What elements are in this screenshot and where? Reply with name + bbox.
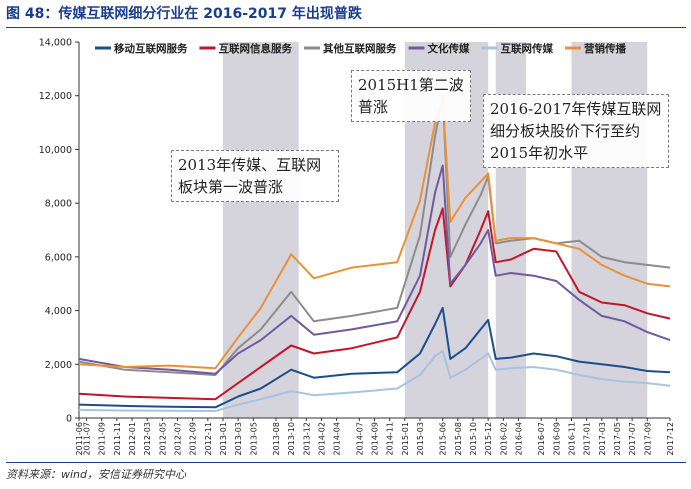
legend-label: 营销传播: [584, 42, 626, 55]
shaded-period-1: [222, 42, 299, 418]
line-chart: 移动互联网服务 互联网信息服务 其他互联网服务 文化传媒 互联网传媒 营销传播 0 2,00…: [39, 38, 675, 456]
x-tick-label: 2012-07: [174, 422, 183, 455]
annotation-2013-rally: 2013年传媒、互联网板块第一波普涨: [171, 150, 339, 202]
x-tick-label: 2015-06: [439, 422, 448, 455]
x-tick-label: 2017-12: [666, 422, 675, 455]
x-tick-label: 2012-01: [128, 422, 137, 455]
y-tick-label: 0: [66, 414, 72, 425]
x-tick-label: 2011-11: [113, 422, 122, 455]
x-tick-label: 2015-12: [484, 422, 493, 455]
x-tick-label: 2013-01: [219, 422, 228, 455]
x-tick-label: 2016-04: [514, 422, 523, 455]
x-tick-label: 2013-12: [302, 422, 311, 455]
x-tick-label: 2017-07: [628, 422, 637, 455]
legend-label: 移动互联网服务: [114, 42, 188, 55]
x-tick-label: 2011-07: [83, 422, 92, 455]
x-tick-label: 2015-10: [469, 422, 478, 455]
x-tick-label: 2014-04: [333, 422, 342, 455]
x-tick-label: 2012-03: [143, 422, 152, 455]
x-tick-label: 2015-03: [416, 422, 425, 455]
x-tick-label: 2014-11: [386, 422, 395, 455]
series-line-4: [78, 164, 671, 375]
series-line-5: [78, 349, 671, 412]
x-tick-label: 2011-09: [98, 422, 107, 455]
source-divider: [6, 462, 686, 463]
x-tick-label: 2014-09: [371, 422, 380, 455]
y-tick-label: 10,000: [39, 145, 72, 156]
legend-label: 其他互联网服务: [323, 42, 397, 55]
legend: 移动互联网服务 互联网信息服务 其他互联网服务 文化传媒 互联网传媒 营销传播: [95, 42, 626, 55]
y-tick-label: 2,000: [45, 360, 72, 371]
x-tick-label: 2014-07: [355, 422, 364, 455]
x-tick-label: 2012-05: [158, 422, 167, 455]
annotation-2016-2017-decline: 2016-2017年传媒互联网细分板块股价下行至约2015年初水平: [483, 94, 669, 168]
series-line-1: [78, 306, 671, 409]
x-tick-label: 2012-11: [204, 422, 213, 455]
series-line-6: [78, 97, 671, 370]
series-lines: [78, 94, 671, 412]
legend-label: 互联网传媒: [501, 42, 554, 55]
x-tick-label: 2016-02: [499, 422, 508, 455]
x-tick-label: 2015-01: [401, 422, 410, 455]
y-axis-ticks: 0 2,000 4,000 6,000 8,000 10,000 12,000 14,000: [39, 38, 79, 425]
x-tick-label: 2017-03: [598, 422, 607, 455]
legend-label: 互联网信息服务: [219, 42, 293, 55]
annotation-2015h1-rally: 2015H1第二波普涨: [351, 70, 471, 122]
legend-label: 文化传媒: [427, 42, 470, 55]
x-tick-label: 2013-10: [287, 422, 296, 455]
x-tick-label: 2017-09: [643, 422, 652, 455]
x-tick-label: 2012-09: [189, 422, 198, 455]
y-tick-label: 4,000: [45, 306, 72, 317]
x-tick-label: 2016-07: [537, 422, 546, 455]
y-tick-label: 12,000: [39, 91, 72, 102]
y-tick-label: 6,000: [45, 252, 72, 263]
title-divider: [6, 27, 686, 28]
x-tick-label: 2017-05: [613, 422, 622, 455]
x-tick-label: 2017-01: [583, 422, 592, 455]
x-tick-label: 2013-05: [249, 422, 258, 455]
x-tick-label: 2011-06: [75, 422, 84, 455]
series-line-2: [78, 207, 671, 401]
x-tick-label: 2013-03: [234, 422, 243, 455]
y-tick-label: 8,000: [45, 199, 72, 210]
x-tick-label: 2016-09: [552, 422, 561, 455]
source-note: 资料来源：wind，安信证券研究中心: [6, 468, 187, 481]
x-tick-label: 2013-08: [272, 422, 281, 455]
y-tick-label: 14,000: [39, 38, 72, 49]
x-tick-label: 2015-08: [454, 422, 463, 455]
x-tick-label: 2016-11: [568, 422, 577, 455]
x-tick-label: 2014-02: [317, 422, 326, 455]
figure-title: 图 48：传媒互联网细分行业在 2016-2017 年出现普跌: [6, 6, 362, 22]
